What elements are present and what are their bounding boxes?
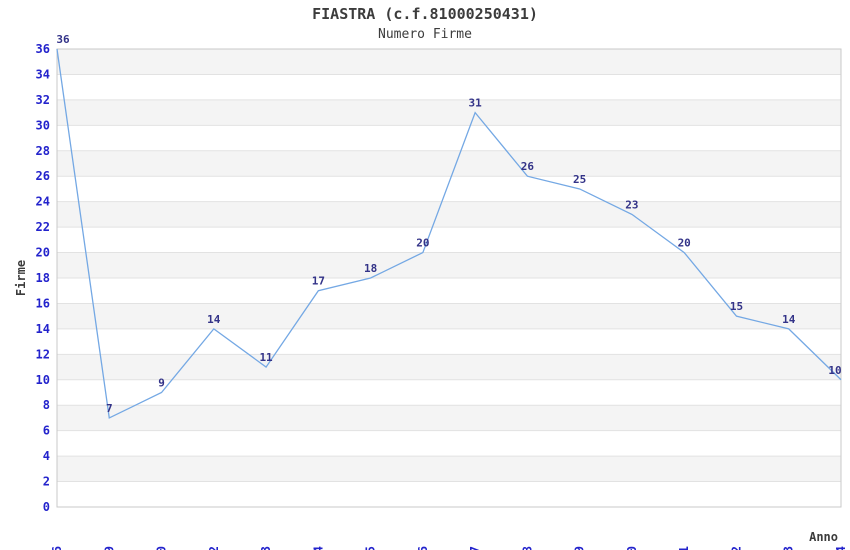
data-point-label: 23 xyxy=(625,198,638,211)
y-tick-label: 4 xyxy=(43,449,50,463)
data-point-label: 14 xyxy=(207,313,221,326)
data-line xyxy=(56,48,842,419)
plot-border xyxy=(56,48,842,508)
plot-band xyxy=(57,74,841,100)
x-tick-label: 2010 xyxy=(155,546,169,550)
y-tick-label: 18 xyxy=(36,271,50,285)
x-tick-label: 2009 xyxy=(102,546,116,550)
y-tick-label: 20 xyxy=(36,246,50,260)
data-point-label: 26 xyxy=(521,160,535,173)
data-point-label: 36 xyxy=(56,33,70,46)
data-point-label: 20 xyxy=(416,237,429,250)
plot-band xyxy=(57,354,841,380)
data-point-label: 10 xyxy=(828,364,841,377)
x-tick-label: 2017 xyxy=(468,546,482,550)
data-point-label: 20 xyxy=(678,237,691,250)
y-tick-label: 28 xyxy=(36,144,50,158)
x-tick-label: 2006 xyxy=(50,546,64,550)
chart-subtitle: Numero Firme xyxy=(378,27,472,42)
data-point-label: 14 xyxy=(782,313,796,326)
x-tick-label: 2020 xyxy=(625,546,639,550)
plot-band xyxy=(57,379,841,406)
y-tick-label: 2 xyxy=(43,475,50,489)
y-tick-label: 22 xyxy=(36,220,50,234)
data-point-label: 7 xyxy=(106,402,113,415)
y-tick-label: 0 xyxy=(43,500,50,514)
y-tick-label: 12 xyxy=(36,347,50,361)
x-tick-label: 2023 xyxy=(782,546,796,550)
x-axis-label: Anno xyxy=(809,530,838,544)
x-tick-label: 2014 xyxy=(311,546,325,550)
plot-band xyxy=(57,252,841,278)
data-point-label: 17 xyxy=(312,275,325,288)
data-point-label: 31 xyxy=(469,97,483,110)
data-point-label: 9 xyxy=(158,377,165,390)
plot-band xyxy=(57,456,841,482)
y-tick-label: 14 xyxy=(36,322,50,336)
x-tick-label: 2024 xyxy=(834,546,848,550)
chart-title: FIASTRA (c.f.81000250431) xyxy=(312,5,538,23)
data-point-label: 15 xyxy=(730,300,743,313)
plot-band xyxy=(57,430,841,457)
y-tick-label: 34 xyxy=(36,67,50,81)
plot-band xyxy=(57,227,841,253)
y-tick-label: 32 xyxy=(36,93,50,107)
plot-band xyxy=(57,278,841,304)
plot-band xyxy=(57,150,841,177)
x-tick-label: 2013 xyxy=(259,546,273,550)
y-tick-label: 8 xyxy=(43,398,50,412)
x-tick-label: 2016 xyxy=(416,546,430,550)
y-tick-label: 36 xyxy=(36,42,50,56)
data-point-label: 18 xyxy=(364,262,377,275)
y-axis-label: Firme xyxy=(14,260,28,296)
plot-band xyxy=(57,201,841,228)
y-tick-label: 16 xyxy=(36,296,50,310)
x-tick-label: 2012 xyxy=(207,546,221,550)
plot-band xyxy=(57,481,841,507)
plot-band xyxy=(57,125,841,151)
data-point-label: 25 xyxy=(573,173,586,186)
plot-area: 0246810121416182022242628303234362006200… xyxy=(36,33,848,550)
plot-band xyxy=(57,328,841,355)
x-tick-label: 2021 xyxy=(677,546,691,550)
y-tick-label: 24 xyxy=(36,195,50,209)
x-tick-label: 2019 xyxy=(573,546,587,550)
data-point-label: 11 xyxy=(259,351,273,364)
plot-band xyxy=(57,405,841,431)
y-tick-label: 6 xyxy=(43,424,50,438)
plot-band xyxy=(57,303,841,329)
y-tick-label: 30 xyxy=(36,118,50,132)
plot-band xyxy=(57,99,841,126)
y-tick-label: 10 xyxy=(36,373,50,387)
plot-band xyxy=(57,176,841,202)
plot-band xyxy=(57,49,841,75)
x-tick-label: 2018 xyxy=(520,546,534,550)
y-tick-label: 26 xyxy=(36,169,50,183)
